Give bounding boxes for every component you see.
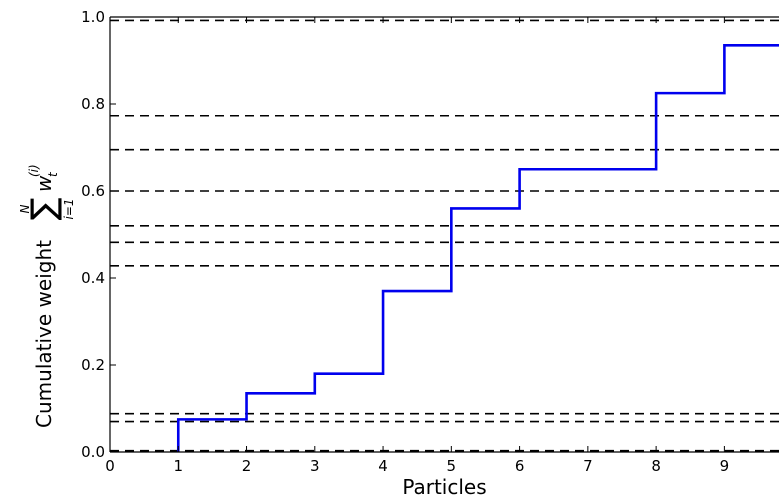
y-tick-label-1: 0.2 [81, 356, 105, 374]
x-tick-label-3: 3 [310, 457, 320, 475]
y-axis-label: Cumulative weight ∑N i=1 wt (i) [18, 164, 76, 428]
y-tick-label-5: 1.0 [81, 8, 105, 26]
x-tick-label-5: 5 [447, 457, 457, 475]
sum-upper-limit: N [18, 204, 32, 213]
sum-term-subscript: t [46, 171, 60, 177]
y-tick-label-2: 0.4 [81, 269, 105, 287]
y-tick-label-3: 0.6 [81, 182, 105, 200]
x-tick-label-1: 1 [173, 457, 183, 475]
x-tick-label-9: 9 [720, 457, 730, 475]
axes [109, 16, 779, 453]
x-tick-label-8: 8 [651, 457, 661, 475]
y-axis-label-group: Cumulative weight ∑N i=1 wt (i) [18, 164, 76, 428]
summation-symbol: ∑ [24, 197, 64, 220]
x-tick-label-2: 2 [242, 457, 252, 475]
ticks: 0 1 2 3 4 5 6 7 8 9 0.0 0.2 0.4 0.6 0.8 1.0 [81, 8, 729, 475]
x-tick-label-0: 0 [105, 457, 115, 475]
x-axis-label: Particles [402, 475, 486, 498]
y-tick-label-4: 0.8 [81, 95, 105, 113]
y-tick-label-0: 0.0 [81, 443, 105, 461]
step-line-series-0 [176, 43, 779, 452]
dashed-threshold-lines [110, 19, 779, 452]
sum-term-superscript: (i) [27, 164, 41, 177]
y-label-prefix: Cumulative weight [32, 240, 56, 428]
sum-lower-limit: i=1 [62, 198, 76, 219]
x-tick-label-4: 4 [378, 457, 388, 475]
x-tick-label-7: 7 [583, 457, 593, 475]
sum-term: w [32, 175, 56, 192]
x-tick-label-6: 6 [515, 457, 525, 475]
series-layer [176, 43, 779, 452]
